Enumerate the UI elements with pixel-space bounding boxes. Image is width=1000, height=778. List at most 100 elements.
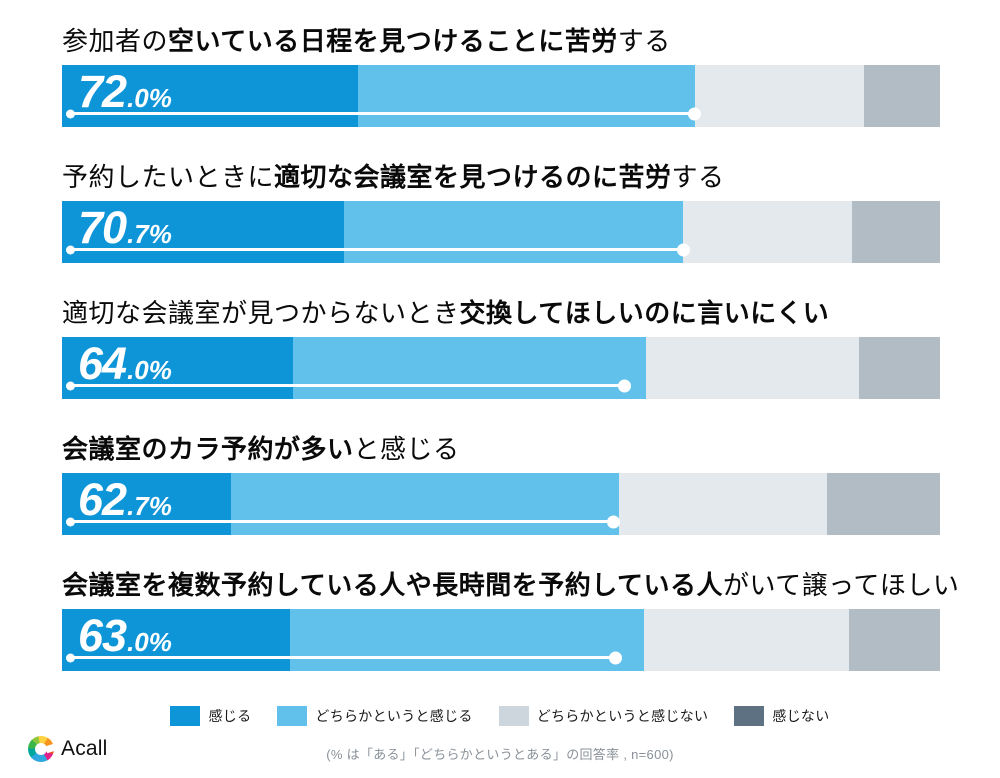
legend-swatch — [498, 706, 529, 726]
percent-label-integer: 70 — [78, 202, 127, 253]
title-run: 適切な会議室を見つけるのに苦労 — [274, 162, 672, 192]
survey-row: 会議室を複数予約している人や長時間を予約している人がいて譲ってほしい 63.0% — [62, 570, 959, 671]
question-title: 予約したいときに適切な会議室を見つけるのに苦労する — [62, 162, 940, 193]
percent-marker-line — [66, 515, 620, 528]
percent-label-integer: 63 — [78, 610, 127, 661]
percent-label: 64.0% — [78, 341, 172, 386]
stacked-bar: 70.7% — [62, 201, 940, 263]
bar-segments — [62, 201, 940, 263]
acall-logo: Acall — [28, 736, 108, 762]
segment-somewhat-not-feel — [695, 65, 864, 127]
segment-feel — [62, 609, 291, 671]
segment-feel — [62, 337, 293, 399]
title-run: 予約したいときに — [62, 162, 275, 192]
percent-label: 62.7% — [78, 477, 172, 522]
segment-somewhat-not-feel — [618, 473, 827, 535]
segment-somewhat-feel — [357, 65, 696, 127]
stacked-bar: 72.0% — [62, 65, 940, 127]
acall-logo-text: Acall — [61, 737, 108, 760]
legend-swatch — [170, 706, 201, 726]
title-run: 会議室のカラ予約が多い — [62, 434, 354, 464]
segment-somewhat-not-feel — [682, 201, 853, 263]
bar-segments — [62, 65, 940, 127]
title-run: がいて譲ってほしい — [722, 570, 960, 600]
legend-label: どちらかというと感じる — [315, 708, 473, 724]
title-run: する — [671, 162, 725, 192]
segment-not-feel — [859, 337, 940, 399]
legend-label: 感じない — [772, 708, 830, 724]
legend-item: 感じない — [734, 706, 829, 726]
bar-segments — [62, 609, 940, 671]
percent-label: 70.7% — [78, 205, 172, 250]
title-run: 交換してほしいのに言いにくい — [459, 298, 830, 328]
title-run: と感じる — [353, 434, 460, 464]
marker-end-dot — [688, 107, 702, 120]
marker-end-dot — [606, 515, 620, 528]
segment-not-feel — [863, 65, 940, 127]
segment-somewhat-not-feel — [644, 609, 849, 671]
percent-label-decimal: .0% — [127, 627, 172, 657]
legend-label: 感じる — [208, 708, 252, 724]
percent-label-integer: 72 — [78, 66, 127, 117]
stacked-bar: 62.7% — [62, 473, 940, 535]
segment-feel — [62, 473, 231, 535]
legend-item: どちらかというと感じる — [277, 706, 472, 726]
question-title: 会議室のカラ予約が多いと感じる — [62, 434, 940, 465]
marker-start-dot — [66, 245, 75, 254]
legend-item: どちらかというと感じない — [498, 706, 709, 726]
percent-label: 72.0% — [78, 69, 172, 114]
survey-rows: 参加者の空いている日程を見つけることに苦労する 72.0% 予約したいときに適切… — [62, 26, 1000, 671]
marker-end-dot — [609, 651, 623, 664]
legend: 感じる どちらかというと感じる どちらかというと感じない 感じない — [0, 706, 1000, 726]
title-run: 会議室を複数予約している人や長時間を予約している人 — [62, 570, 723, 600]
marker-end-dot — [676, 243, 690, 256]
survey-row: 参加者の空いている日程を見つけることに苦労する 72.0% — [62, 26, 940, 127]
question-title: 参加者の空いている日程を見つけることに苦労する — [62, 26, 940, 57]
marker-start-dot — [66, 109, 75, 118]
survey-row: 会議室のカラ予約が多いと感じる 62.7% — [62, 434, 940, 535]
marker-start-dot — [66, 653, 75, 662]
percent-label: 63.0% — [78, 613, 172, 658]
segment-not-feel — [826, 473, 940, 535]
segment-somewhat-feel — [292, 337, 646, 399]
legend-label: どちらかというと感じない — [536, 708, 709, 724]
segment-somewhat-feel — [230, 473, 619, 535]
percent-marker-line — [66, 379, 631, 392]
percent-label-decimal: .0% — [127, 355, 172, 385]
segment-not-feel — [852, 201, 940, 263]
segment-somewhat-feel — [343, 201, 683, 263]
marker-end-dot — [617, 379, 631, 392]
footnote: (% は「ある」「どちらかというとある」の回答率 , n=600) — [326, 747, 674, 762]
title-run: 空いている日程を見つけることに苦労 — [168, 26, 618, 56]
survey-row: 適切な会議室が見つからないとき交換してほしいのに言いにくい 64.0% — [62, 298, 940, 399]
legend-swatch — [734, 706, 765, 726]
percent-marker-line — [66, 107, 702, 120]
percent-marker-line — [66, 243, 690, 256]
percent-label-decimal: .7% — [127, 219, 172, 249]
percent-marker-line — [66, 651, 623, 664]
marker-start-dot — [66, 381, 75, 390]
title-run: 参加者の — [62, 26, 169, 56]
survey-chart: 参加者の空いている日程を見つけることに苦労する 72.0% 予約したいときに適切… — [62, 26, 1000, 671]
legend-item: 感じる — [170, 706, 251, 726]
question-title: 適切な会議室が見つからないとき交換してほしいのに言いにくい — [62, 298, 940, 329]
segment-somewhat-feel — [290, 609, 645, 671]
percent-label-integer: 62 — [78, 474, 127, 525]
survey-row: 予約したいときに適切な会議室を見つけるのに苦労する 70.7% — [62, 162, 940, 263]
segment-somewhat-not-feel — [645, 337, 860, 399]
bar-segments — [62, 337, 940, 399]
percent-label-decimal: .7% — [127, 491, 172, 521]
bar-segments — [62, 473, 940, 535]
percent-label-decimal: .0% — [127, 83, 172, 113]
segment-feel — [62, 65, 358, 127]
percent-label-integer: 64 — [78, 338, 127, 389]
marker-start-dot — [66, 517, 75, 526]
title-run: 適切な会議室が見つからないとき — [62, 298, 460, 328]
segment-feel — [62, 201, 344, 263]
question-title: 会議室を複数予約している人や長時間を予約している人がいて譲ってほしい — [62, 570, 959, 601]
footer: (% は「ある」「どちらかというとある」の回答率 , n=600) Acall — [0, 732, 1000, 778]
segment-not-feel — [848, 609, 940, 671]
legend-swatch — [277, 706, 308, 726]
acall-logo-icon — [28, 736, 54, 762]
stacked-bar: 63.0% — [62, 609, 940, 671]
